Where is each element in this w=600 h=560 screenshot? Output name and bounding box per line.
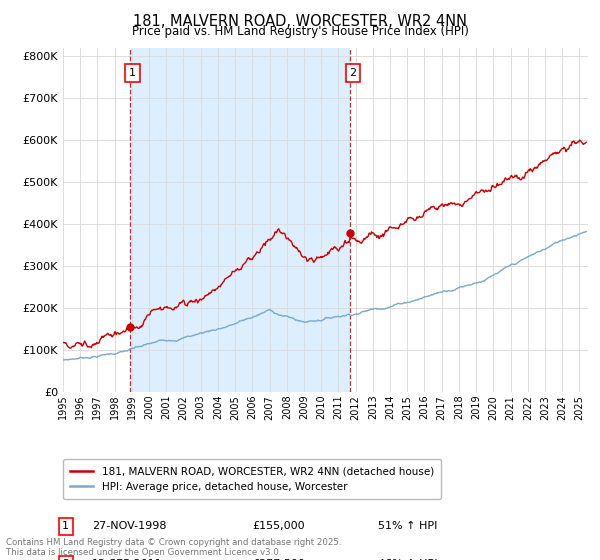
Text: 27-NOV-1998: 27-NOV-1998 [92,521,166,531]
Text: 46% ↑ HPI: 46% ↑ HPI [378,559,437,560]
Text: 51% ↑ HPI: 51% ↑ HPI [378,521,437,531]
Bar [130,48,350,392]
Legend: 181, MALVERN ROAD, WORCESTER, WR2 4NN (detached house), HPI: Average price, deta: 181, MALVERN ROAD, WORCESTER, WR2 4NN (d… [63,459,441,499]
Text: £377,500: £377,500 [252,559,305,560]
Text: 181, MALVERN ROAD, WORCESTER, WR2 4NN: 181, MALVERN ROAD, WORCESTER, WR2 4NN [133,14,467,29]
Text: 1: 1 [129,68,136,78]
Text: Contains HM Land Registry data © Crown copyright and database right 2025.
This d: Contains HM Land Registry data © Crown c… [6,538,341,557]
Text: 13-SEP-2011: 13-SEP-2011 [92,559,163,560]
Text: 2: 2 [62,559,69,560]
Text: 2: 2 [349,68,356,78]
Text: Price paid vs. HM Land Registry's House Price Index (HPI): Price paid vs. HM Land Registry's House … [131,25,469,38]
Text: 1: 1 [62,521,69,531]
Text: £155,000: £155,000 [252,521,305,531]
